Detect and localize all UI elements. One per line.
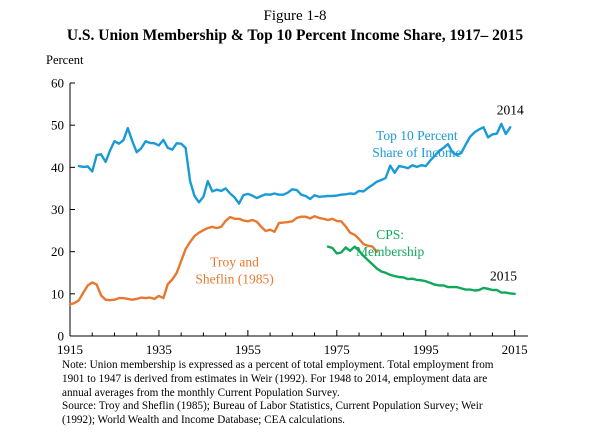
y-tick-label: 60 [51,76,64,91]
y-tick-label: 0 [58,329,65,344]
figure-label: Figure 1-8 [263,8,327,24]
series-label: Sheflin (1985) [195,271,273,286]
chart-svg: Percent 0 10 20 30 40 50 60 1915 1935 1955 1975 199… [46,53,528,357]
chart-notes: Note: Union membership is expressed as a… [62,359,582,428]
series-label: Troy and [210,254,259,269]
x-tick-label: 1935 [146,342,172,357]
x-tick-label: 1955 [235,342,261,357]
y-tick-label: 40 [51,160,64,175]
note-line: annual averages from the monthly Current… [62,386,340,399]
y-tick-label: 50 [51,118,64,133]
annotation-label: 2015 [490,268,517,283]
chart-axes: 0 10 20 30 40 50 60 1915 1935 1955 1975 1995 2015 [51,76,528,357]
chart-labels: Top 10 Percent Share of Income Troy and She… [195,103,524,287]
x-tick-label: 1975 [324,342,350,357]
annotation-label: 2014 [497,103,524,118]
note-line: Note: Union membership is expressed as a… [62,359,494,371]
chart-lines [68,122,516,306]
series-label: CPS: [376,227,404,242]
series-label: Membership [356,244,424,259]
series-label: Share of Income [372,145,461,160]
series-label: Top 10 Percent [376,128,458,143]
series-line-1 [68,214,378,306]
y-tick-label: 30 [51,202,64,217]
source-line: Source: Troy and Sheflin (1985); Bureau … [62,400,483,413]
y-tick-label: 10 [51,286,64,301]
x-tick-label: 2015 [502,342,528,357]
chart-title: U.S. Union Membership & Top 10 Percent I… [66,27,524,44]
note-line: 1901 to 1947 is derived from estimates i… [62,372,488,385]
source-line: (1992); World Wealth and Income Database… [62,414,345,427]
x-tick-label: 1915 [57,342,83,357]
x-tick-label: 1995 [413,342,439,357]
series-line-2 [326,245,516,295]
y-tick-label: 20 [51,244,64,259]
series-line-0 [77,122,512,205]
y-axis-label: Percent [46,53,84,67]
